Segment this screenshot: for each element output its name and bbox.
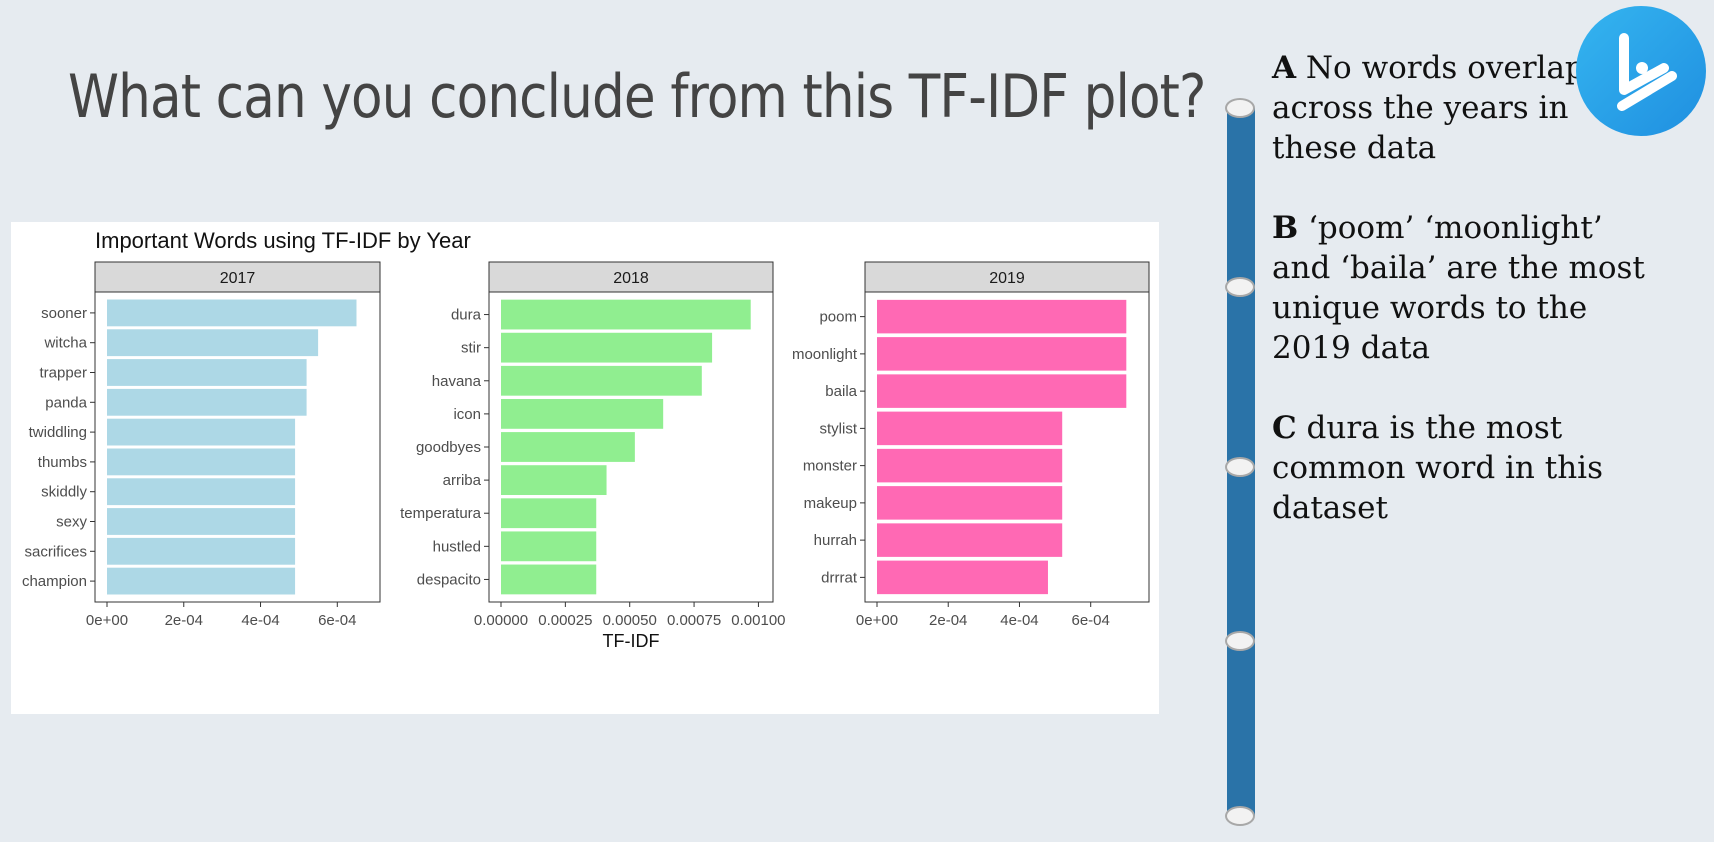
bar <box>107 359 307 386</box>
bar <box>107 537 296 565</box>
bar <box>107 299 357 327</box>
option-text: No words overlap across the years in the… <box>1272 50 1585 166</box>
option-a[interactable]: A No words overlap across the years in t… <box>1272 48 1652 168</box>
panel-strip <box>94 261 381 293</box>
bar <box>877 523 1063 557</box>
x-tick-label: 0e+00 <box>86 612 128 629</box>
x-tick-label: 0.00025 <box>538 612 592 629</box>
panel-strip <box>488 261 774 293</box>
x-tick-label: 0e+00 <box>856 612 898 629</box>
bar <box>107 329 319 357</box>
option-b[interactable]: B ‘poom’ ‘moonlight’ and ‘baila’ are the… <box>1272 208 1652 368</box>
y-tick-label: champion <box>22 573 87 590</box>
timeline-dot[interactable] <box>1225 277 1255 297</box>
timeline-dot[interactable] <box>1225 631 1255 651</box>
bar <box>501 365 702 396</box>
y-tick-label: hustled <box>433 538 481 555</box>
bar <box>501 432 635 462</box>
bar <box>107 567 296 595</box>
y-tick-label: stir <box>461 340 481 357</box>
play-logo-icon <box>1576 6 1706 136</box>
tfidf-chart: Important Words using TF-IDF by Year 2017… <box>11 222 1159 714</box>
x-tick-label: 6e-04 <box>318 612 356 629</box>
option-letter: B <box>1272 210 1299 246</box>
x-tick-label: 0.00100 <box>731 612 785 629</box>
option-letter: A <box>1272 50 1297 86</box>
panel-strip-label: 2017 <box>220 270 256 287</box>
x-tick-label: 2e-04 <box>929 612 967 629</box>
y-tick-label: poom <box>819 309 857 326</box>
tfidf-chart-svg: Important Words using TF-IDF by Year 2017… <box>22 228 1150 651</box>
y-tick-label: thumbs <box>38 454 87 471</box>
bar <box>107 418 296 446</box>
y-tick-label: havana <box>432 373 482 390</box>
y-tick-label: goodbyes <box>416 439 481 456</box>
panel-strip-label: 2019 <box>989 270 1025 287</box>
y-tick-label: temperatura <box>400 505 482 522</box>
bar <box>501 299 751 330</box>
bar <box>501 465 607 496</box>
bar <box>107 448 296 476</box>
bar <box>501 332 713 363</box>
y-tick-label: moonlight <box>792 346 858 363</box>
bar <box>501 531 597 562</box>
bar <box>877 411 1063 446</box>
timeline-dot[interactable] <box>1225 98 1255 118</box>
y-tick-label: hurrah <box>814 532 857 549</box>
y-tick-label: sooner <box>41 305 87 322</box>
option-c[interactable]: C dura is the most common word in this d… <box>1272 408 1652 528</box>
x-tick-label: 0.00000 <box>474 612 528 629</box>
bar <box>877 560 1048 595</box>
panel-strip-label: 2018 <box>613 270 649 287</box>
option-letter: C <box>1272 410 1297 446</box>
y-tick-label: despacito <box>417 571 481 588</box>
bar <box>877 337 1127 371</box>
bar <box>501 564 597 595</box>
bar <box>107 478 296 506</box>
y-tick-label: witcha <box>43 335 87 352</box>
y-tick-label: drrrat <box>821 569 858 586</box>
timeline-dot[interactable] <box>1225 457 1255 477</box>
option-text: dura is the most common word in this dat… <box>1272 410 1603 526</box>
x-tick-label: 0.00075 <box>667 612 721 629</box>
y-tick-label: stylist <box>820 420 858 437</box>
x-tick-label: 2e-04 <box>165 612 203 629</box>
y-tick-label: dura <box>451 307 482 324</box>
x-axis-label: TF-IDF <box>603 631 660 651</box>
bar <box>877 299 1127 334</box>
option-text: ‘poom’ ‘moonlight’ and ‘baila’ are the m… <box>1272 210 1645 366</box>
y-tick-label: skiddly <box>41 484 87 501</box>
y-tick-label: baila <box>825 383 857 400</box>
y-tick-label: arriba <box>443 472 482 489</box>
x-tick-label: 4e-04 <box>241 612 279 629</box>
bar <box>501 498 597 529</box>
y-tick-label: panda <box>45 394 87 411</box>
bar <box>107 388 307 416</box>
y-tick-label: icon <box>453 406 481 423</box>
y-tick-label: sacrifices <box>24 543 87 560</box>
panel-strip <box>864 261 1150 293</box>
slide-title: What can you conclude from this TF-IDF p… <box>68 62 1206 132</box>
bar <box>877 486 1063 520</box>
bar <box>877 448 1063 483</box>
bar <box>877 374 1127 408</box>
y-tick-label: trapper <box>39 365 87 382</box>
bar <box>501 398 664 429</box>
x-tick-label: 0.00050 <box>603 612 657 629</box>
x-tick-label: 4e-04 <box>1000 612 1038 629</box>
chart-title: Important Words using TF-IDF by Year <box>95 228 471 253</box>
timeline-dot[interactable] <box>1225 806 1255 826</box>
bar <box>107 508 296 535</box>
y-tick-label: twiddling <box>29 424 87 441</box>
y-tick-label: monster <box>803 458 857 475</box>
y-tick-label: makeup <box>804 495 857 512</box>
y-tick-label: sexy <box>56 514 87 531</box>
answer-options: A No words overlap across the years in t… <box>1272 48 1652 568</box>
x-tick-label: 6e-04 <box>1072 612 1110 629</box>
